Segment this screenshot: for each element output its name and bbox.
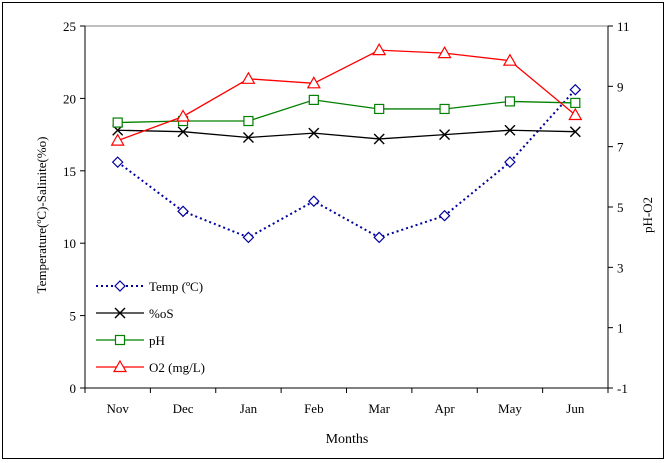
legend-label-os: %oS bbox=[149, 306, 174, 321]
series-line-ph bbox=[117, 99, 576, 124]
y-right-tick-label: 5 bbox=[617, 200, 624, 215]
data-point-o2-mg-l bbox=[372, 42, 387, 56]
legend-label-o2-mg-l: O2 (mg/L) bbox=[149, 360, 205, 375]
data-point-o2-mg-l bbox=[437, 45, 452, 59]
series-group bbox=[110, 42, 583, 244]
series-line-o2-mg-l bbox=[117, 49, 576, 142]
y-right-tick-label: -1 bbox=[617, 381, 628, 396]
data-point-o2-mg-l bbox=[306, 76, 321, 89]
data-point-ph bbox=[374, 103, 385, 115]
series-line-os bbox=[117, 129, 576, 140]
data-point-temp-c bbox=[177, 205, 189, 218]
x-tick-label: Nov bbox=[106, 401, 129, 416]
y-axis-left-label: Temperature(ºC)-Salinite(%o) bbox=[34, 137, 49, 294]
y-right-tick-label: 11 bbox=[617, 19, 630, 34]
data-point-temp-c bbox=[569, 83, 582, 96]
data-point-o2-mg-l bbox=[241, 71, 256, 84]
x-tick-label: May bbox=[498, 401, 522, 416]
x-axis-label: Months bbox=[326, 432, 369, 447]
data-point-os bbox=[242, 132, 254, 143]
legend: Temp (ºC) %oS pH O2 (mg/L) bbox=[96, 279, 205, 375]
data-point-temp-c bbox=[307, 195, 320, 208]
data-point-temp-c bbox=[504, 156, 516, 168]
legend-label-temp-c: Temp (ºC) bbox=[149, 279, 203, 294]
data-point-os bbox=[177, 126, 189, 138]
data-point-o2-mg-l bbox=[176, 109, 191, 122]
series-line-temp-c bbox=[117, 89, 577, 239]
y-right-tick-label: 3 bbox=[617, 260, 624, 275]
axes-group: 0 5 10 15 20 25 -1 1 3 5 7 9 11 Nov Dec Jan Feb Mar Apr May… bbox=[63, 19, 630, 416]
y-left-tick-label: 20 bbox=[63, 91, 76, 106]
data-point-ph bbox=[112, 117, 123, 128]
data-point-ph bbox=[308, 94, 319, 106]
legend-marker-ph bbox=[114, 334, 126, 346]
x-tick-label: Jun bbox=[566, 401, 585, 416]
y-left-tick-label: 25 bbox=[63, 19, 76, 34]
y-right-tick-label: 7 bbox=[617, 140, 624, 155]
y-right-tick-label: 9 bbox=[617, 79, 624, 94]
x-tick-label: Jan bbox=[240, 401, 258, 416]
data-point-temp-c bbox=[242, 231, 255, 244]
data-point-o2-mg-l bbox=[502, 53, 517, 66]
data-point-ph bbox=[504, 96, 516, 107]
data-point-ph bbox=[570, 97, 581, 109]
data-point-temp-c bbox=[438, 209, 451, 222]
data-point-os bbox=[308, 127, 320, 139]
x-tick-label: Dec bbox=[173, 401, 194, 416]
data-point-os bbox=[569, 126, 581, 138]
y-left-tick-label: 0 bbox=[70, 381, 77, 396]
legend-marker-o2-mg-l bbox=[112, 359, 128, 373]
data-point-os bbox=[373, 133, 385, 145]
data-point-os bbox=[439, 129, 451, 141]
data-point-ph bbox=[243, 115, 254, 127]
y-right-tick-label: 1 bbox=[617, 321, 624, 336]
x-tick-label: Apr bbox=[434, 401, 455, 416]
data-point-o2-mg-l bbox=[568, 107, 583, 121]
data-point-temp-c bbox=[373, 231, 386, 244]
legend-marker-temp-c bbox=[114, 280, 126, 292]
y-left-tick-label: 5 bbox=[70, 309, 77, 324]
x-tick-label: Mar bbox=[368, 401, 390, 416]
y-left-tick-label: 10 bbox=[63, 236, 76, 251]
y-left-tick-label: 15 bbox=[63, 164, 76, 179]
chart-svg: 0 5 10 15 20 25 -1 1 3 5 7 9 11 Nov Dec Jan Feb Mar Apr May… bbox=[34, 19, 655, 447]
data-point-os bbox=[504, 124, 516, 136]
chart-frame: 0 5 10 15 20 25 -1 1 3 5 7 9 11 Nov Dec Jan Feb Mar Apr May… bbox=[2, 2, 664, 459]
data-point-ph bbox=[439, 103, 450, 115]
data-point-o2-mg-l bbox=[110, 133, 125, 146]
y-axis-right-label: pH-O2 bbox=[640, 197, 655, 233]
data-point-temp-c bbox=[111, 156, 124, 168]
legend-label-ph: pH bbox=[149, 333, 165, 348]
legend-marker-os bbox=[114, 307, 126, 319]
x-tick-label: Feb bbox=[304, 401, 324, 416]
